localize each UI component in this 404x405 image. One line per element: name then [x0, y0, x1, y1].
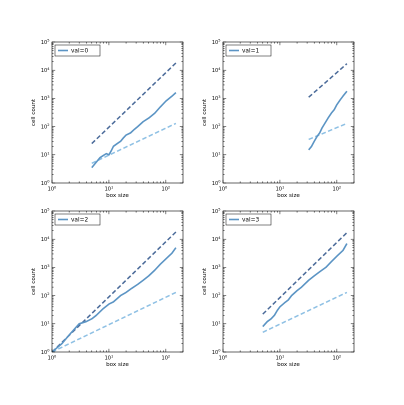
x-tick-label: 101	[276, 185, 285, 192]
plot-frame	[51, 210, 184, 353]
legend: val=3	[225, 213, 272, 226]
x-tick-label: 101	[276, 354, 285, 361]
y-tick-label: 104	[41, 67, 50, 74]
y-tick-label: 103	[41, 95, 50, 102]
y-tick-label: 105	[212, 208, 221, 215]
y-axis-label: cell count	[202, 267, 208, 295]
x-axis-label: box size	[106, 362, 129, 368]
y-tick-label: 101	[41, 151, 50, 158]
y-tick-label: 102	[41, 292, 50, 299]
legend-label: val=1	[242, 49, 259, 55]
legend-box	[54, 44, 101, 57]
subplot-2: 100 101 102 100 101 102 103 104 105 box size cell …	[202, 39, 355, 199]
x-tick-label: 102	[333, 185, 342, 192]
y-axis-label: cell count	[31, 98, 37, 126]
series-upper-reference-2-1	[308, 63, 348, 98]
y-tick-label: 105	[212, 39, 221, 46]
series-data-2-0	[308, 90, 348, 151]
y-tick-label: 100	[41, 180, 50, 187]
x-axis-label: box size	[106, 193, 129, 199]
y-tick-label: 100	[212, 180, 221, 187]
y-tick-label: 102	[41, 123, 50, 130]
y-tick-label: 101	[212, 151, 221, 158]
series-lower-reference-3-2	[52, 291, 177, 352]
y-tick-label: 101	[212, 320, 221, 327]
legend: val=0	[54, 44, 101, 57]
y-tick-label: 100	[212, 349, 221, 356]
series-data-1-0	[91, 92, 177, 169]
x-tick-label: 102	[162, 354, 171, 361]
legend-label: val=2	[71, 218, 88, 224]
y-tick-label: 100	[41, 349, 50, 356]
plot-frame	[51, 41, 184, 184]
series-data-3-0	[52, 247, 177, 352]
subplot-4: 100 101 102 100 101 102 103 104 105 box size cell …	[202, 208, 355, 368]
legend-box	[225, 213, 272, 226]
x-tick-label: 100	[48, 354, 57, 361]
y-tick-label: 103	[212, 95, 221, 102]
subplot-3: 100 101 102 100 101 102 103 104 105 box size cell …	[31, 208, 184, 368]
x-tick-label: 102	[333, 354, 342, 361]
legend-box	[225, 44, 272, 57]
x-axis-label: box size	[277, 193, 300, 199]
series-upper-reference-1-1	[91, 62, 177, 145]
x-tick-label: 100	[48, 185, 57, 192]
x-tick-label: 102	[162, 185, 171, 192]
y-tick-label: 103	[212, 264, 221, 271]
x-tick-label: 100	[219, 354, 228, 361]
series-lower-reference-4-2	[262, 291, 348, 333]
y-axis-label: cell count	[31, 267, 37, 295]
x-tick-label: 101	[105, 354, 114, 361]
x-tick-label: 100	[219, 185, 228, 192]
series-lower-reference-2-2	[308, 122, 348, 141]
legend-box	[54, 213, 101, 226]
x-tick-label: 101	[105, 185, 114, 192]
y-tick-label: 105	[41, 208, 50, 215]
legend: val=2	[54, 213, 101, 226]
legend-label: val=0	[71, 49, 88, 55]
series-upper-reference-4-1	[262, 232, 348, 315]
y-tick-label: 102	[212, 292, 221, 299]
series-data-4-0	[262, 243, 348, 328]
legend-label: val=3	[242, 218, 259, 224]
y-tick-label: 104	[212, 236, 221, 243]
y-tick-label: 104	[212, 67, 221, 74]
x-axis-label: box size	[277, 362, 300, 368]
plot-frame	[222, 210, 355, 353]
y-tick-label: 101	[41, 320, 50, 327]
y-tick-label: 105	[41, 39, 50, 46]
y-tick-label: 103	[41, 264, 50, 271]
y-tick-label: 104	[41, 236, 50, 243]
y-tick-label: 102	[212, 123, 221, 130]
legend: val=1	[225, 44, 272, 57]
subplot-1: 100 101 102 100 101 102 103 104 105 box size cell …	[31, 39, 184, 199]
series-lower-reference-1-2	[91, 122, 177, 164]
plot-frame	[222, 41, 355, 184]
y-axis-label: cell count	[202, 98, 208, 126]
